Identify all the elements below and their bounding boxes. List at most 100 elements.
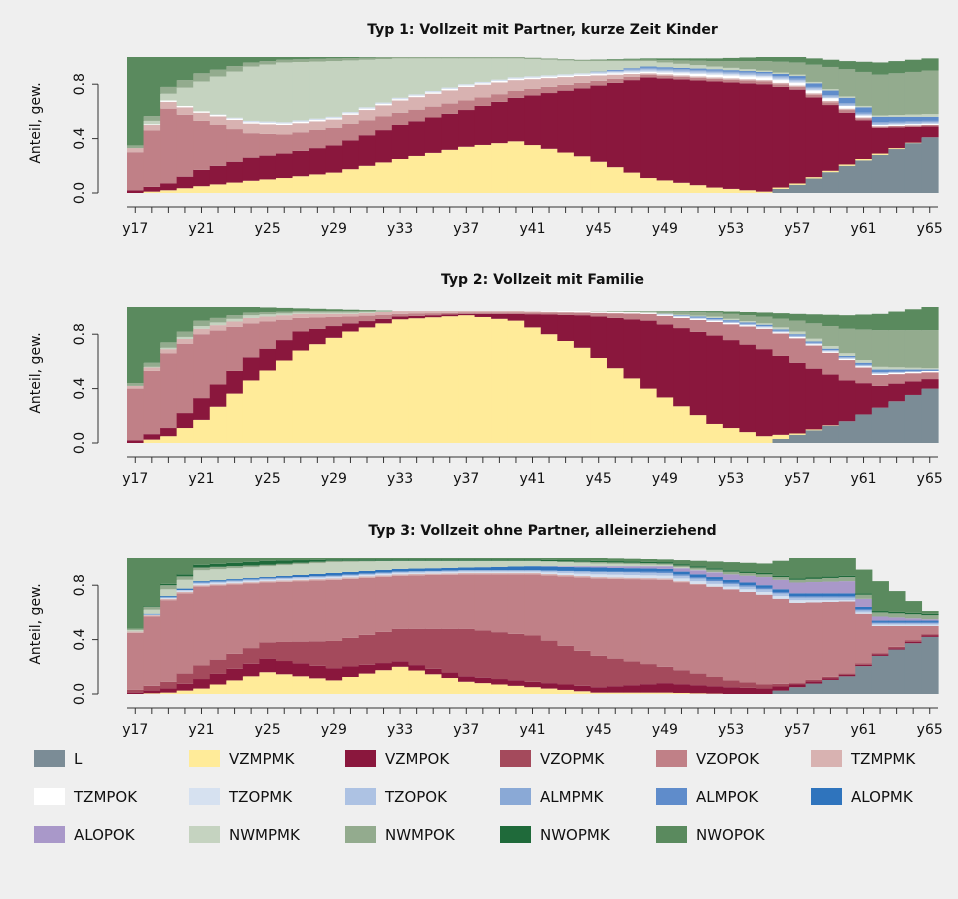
bar-segment-nwmpok: [326, 58, 343, 61]
bar-segment-vzopok: [541, 312, 558, 314]
bar-segment-tzopmk: [441, 88, 458, 89]
bar-segment-nwmpmk: [673, 64, 690, 68]
bar-segment-vzmpok: [590, 687, 607, 692]
bar-segment-tzmpmk: [723, 78, 740, 79]
bar-segment-nwmpok: [806, 65, 823, 82]
bar-segment-vzmpok: [524, 95, 541, 145]
bar-segment-nwopmk: [624, 561, 641, 562]
bar-segment-vzmpok: [144, 434, 161, 439]
chart-title: Typ 1: Vollzeit mit Partner, kurze Zeit …: [367, 22, 718, 38]
bar-segment-nwopok: [309, 309, 326, 311]
bar-segment-vzopok: [657, 76, 674, 79]
bar-segment-nwmpok: [872, 612, 889, 616]
bar-segment-nwmpmk: [276, 565, 293, 576]
bar-segment-almpok: [624, 68, 641, 69]
bar-segment-vzmpok: [723, 340, 740, 428]
bar-segment-vzopmk: [905, 641, 922, 642]
bar-segment-nwopmk: [408, 559, 425, 560]
bar-segment-vzmpok: [789, 684, 806, 687]
bar-segment-vzopok: [872, 626, 889, 653]
bar-segment-tzmpmk: [342, 115, 359, 124]
bar-segment-tzopmk: [690, 73, 707, 74]
bar-segment-vzopok: [557, 576, 574, 645]
bar-segment-nwmpok: [177, 576, 194, 579]
bar-segment-vzmpmk: [326, 173, 343, 193]
bar-segment-vzopok: [789, 603, 806, 683]
bar-segment-tzmpmk: [590, 75, 607, 80]
bar-segment-nwopok: [276, 57, 293, 60]
bar-segment-vzmpmk: [690, 693, 707, 694]
x-tick-label: y29: [321, 471, 347, 487]
bar-segment-nwopok: [872, 62, 889, 74]
bar-segment-nwopok: [739, 312, 756, 315]
bar-segment-nwmpmk: [177, 580, 194, 589]
bar-segment-tzmpmk: [822, 101, 839, 102]
bar-segment-tzopok: [855, 610, 872, 612]
bar-segment-nwopok: [293, 558, 310, 560]
bar-segment-nwopok: [872, 581, 889, 611]
x-tick-label: y29: [321, 221, 347, 237]
bar-segment-tzopok: [293, 577, 310, 578]
legend-label: L: [74, 750, 83, 768]
bar-segment-almpok: [905, 622, 922, 623]
bar-segment-tzopmk: [607, 575, 624, 578]
bar-segment-nwmpmk: [276, 62, 293, 122]
bar-segment-vzmpok: [193, 679, 210, 689]
bar-segment-vzmpok: [359, 321, 376, 327]
bar-segment-nwopmk: [226, 563, 243, 566]
bar-segment-vzopok: [375, 117, 392, 131]
bar-segment-vzmpok: [326, 668, 343, 680]
bar-segment-nwopok: [855, 314, 872, 329]
bar-segment-nwmpmk: [624, 61, 641, 68]
bar-segment-vzopmk: [392, 629, 409, 662]
bar-segment-nwmpmk: [491, 561, 508, 567]
bar-segment-tzopok: [739, 74, 756, 75]
bar-segment-tzmpmk: [293, 580, 310, 581]
bar-segment-vzmpok: [541, 683, 558, 688]
bar-segment-vzopok: [541, 575, 558, 640]
bar-segment-nwmpok: [888, 330, 905, 367]
bar-segment-vzmpok: [243, 158, 260, 181]
bar-segment-nwopmk: [607, 561, 624, 562]
bar-segment-vzmpok: [375, 130, 392, 162]
bar-segment-vzopok: [855, 368, 872, 384]
bar-segment-tzmpok: [508, 79, 525, 80]
bar-segment-vzmpmk: [640, 693, 657, 694]
bar-segment-alopok: [690, 570, 707, 574]
bar-segment-nwopok: [392, 558, 409, 559]
bar-segment-vzopok: [590, 578, 607, 656]
bar-segment-nwopmk: [772, 576, 789, 577]
bar-segment-tzopmk: [458, 84, 475, 85]
bar-segment-nwmpmk: [392, 58, 409, 97]
bar-segment-vzmpmk: [144, 192, 161, 193]
bar-segment-vzopmk: [210, 660, 227, 674]
panel-3: Typ 3: Vollzeit ohne Partner, alleinerzi…: [28, 523, 943, 738]
bar-segment-nwopok: [342, 57, 359, 58]
bar-segment-nwmpok: [640, 60, 657, 61]
bar-segment-nwmpok: [210, 567, 227, 569]
bar-segment-nwmpmk: [441, 561, 458, 568]
bar-segment-tzmpok: [822, 351, 839, 352]
bar-segment-nwopmk: [210, 564, 227, 567]
bar-segment-nwmpmk: [839, 96, 856, 97]
bar-segment-nwmpmk: [574, 563, 591, 566]
y-axis-label: Anteil, gew.: [28, 82, 44, 163]
bar-segment-l: [839, 676, 856, 694]
bar-segment-vzmpok: [425, 315, 442, 317]
bar-segment-alopmk: [590, 568, 607, 572]
bar-segment-almpok: [855, 363, 872, 365]
bar-segment-vzmpok: [690, 332, 707, 415]
bar-segment-tzmpmk: [127, 386, 144, 389]
bar-segment-nwmpok: [177, 80, 194, 87]
legend-label: ALMPMK: [540, 788, 605, 806]
bar-segment-vzopmk: [293, 642, 310, 664]
bar-segment-nwopok: [259, 558, 276, 561]
bar-segment-nwmpmk: [508, 58, 525, 77]
bar-segment-tzopmk: [706, 584, 723, 587]
bar-segment-nwmpmk: [392, 561, 409, 569]
bar-segment-vzmpok: [574, 686, 591, 691]
bar-segment-nwmpok: [276, 564, 293, 565]
bar-segment-vzmpmk: [524, 145, 541, 193]
bar-segment-nwmpmk: [425, 561, 442, 568]
